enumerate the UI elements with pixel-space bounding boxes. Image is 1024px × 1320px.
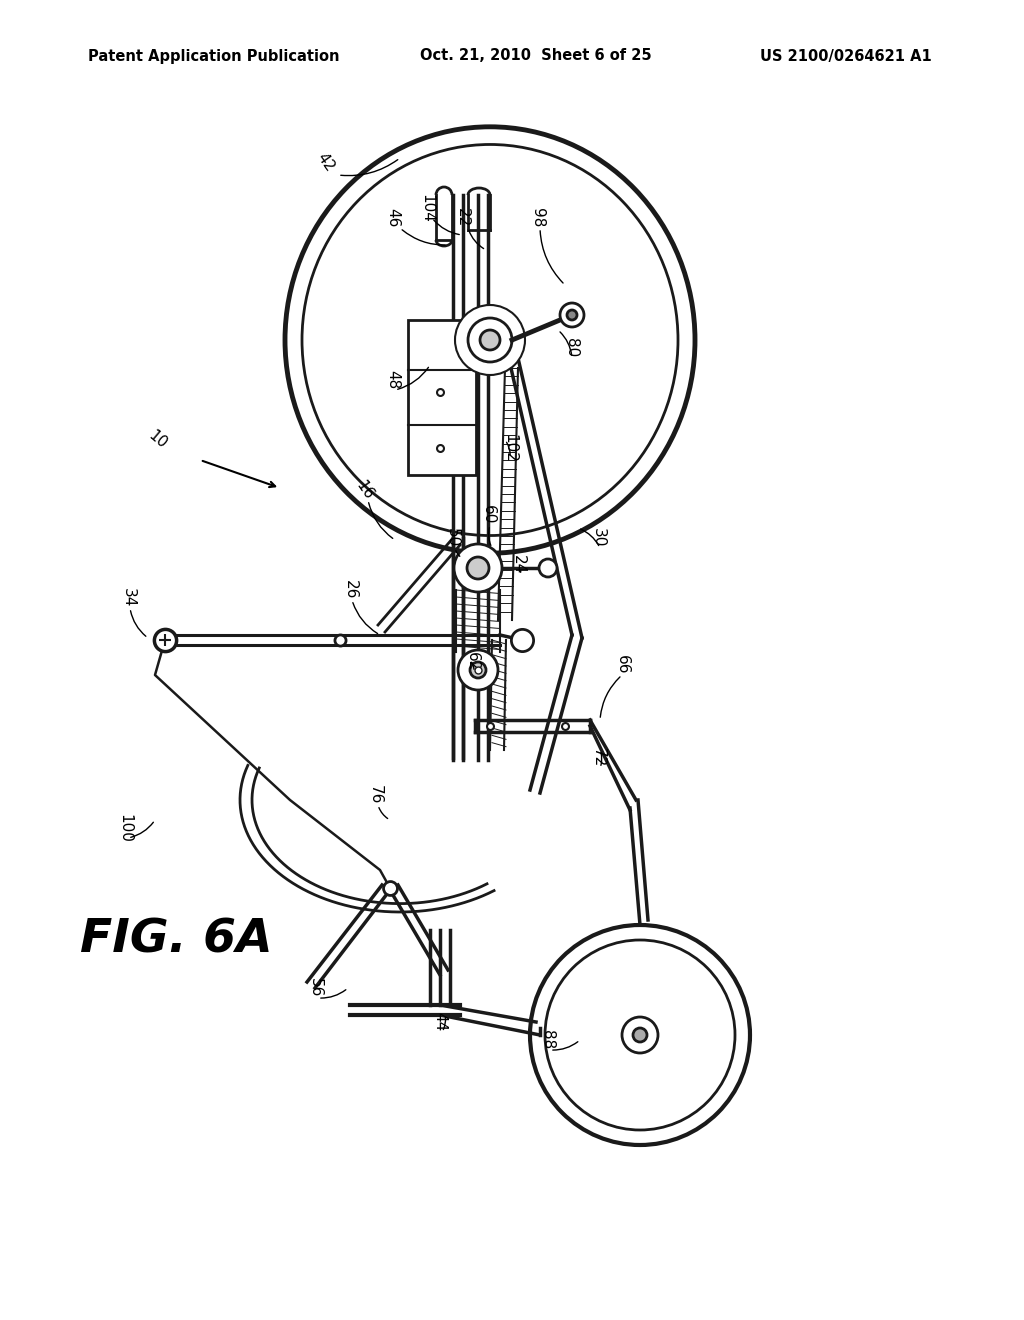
FancyArrowPatch shape (507, 442, 510, 455)
FancyArrowPatch shape (469, 231, 483, 248)
Circle shape (633, 1028, 647, 1041)
Circle shape (539, 558, 557, 577)
FancyArrowPatch shape (581, 529, 599, 545)
Text: 76: 76 (368, 785, 383, 805)
Circle shape (560, 304, 584, 327)
FancyArrowPatch shape (397, 367, 428, 389)
Text: 46: 46 (385, 209, 400, 227)
Text: 104: 104 (420, 194, 434, 223)
Text: 98: 98 (530, 209, 546, 227)
FancyArrowPatch shape (540, 231, 563, 282)
Circle shape (622, 1016, 658, 1053)
Text: 56: 56 (307, 978, 323, 998)
FancyArrowPatch shape (353, 603, 378, 634)
FancyArrowPatch shape (369, 503, 393, 539)
Circle shape (480, 330, 500, 350)
FancyArrowPatch shape (456, 550, 460, 556)
Text: 62: 62 (465, 652, 479, 672)
FancyArrowPatch shape (560, 331, 571, 355)
FancyArrowPatch shape (321, 990, 346, 998)
FancyArrowPatch shape (402, 230, 445, 246)
FancyArrowPatch shape (379, 808, 388, 818)
FancyArrowPatch shape (131, 822, 154, 837)
Text: 30: 30 (591, 528, 605, 548)
Text: 24: 24 (511, 556, 525, 574)
Text: Patent Application Publication: Patent Application Publication (88, 49, 340, 63)
Text: FIG. 6A: FIG. 6A (80, 917, 272, 962)
Text: US 2100/0264621 A1: US 2100/0264621 A1 (760, 49, 932, 63)
Text: 60: 60 (480, 506, 496, 524)
Text: 100: 100 (118, 813, 132, 842)
Text: 26: 26 (342, 581, 357, 599)
Text: 50: 50 (444, 528, 460, 548)
Text: 102: 102 (503, 433, 517, 462)
Text: 88: 88 (541, 1031, 555, 1049)
FancyArrowPatch shape (472, 663, 474, 669)
FancyArrowPatch shape (434, 220, 459, 235)
Text: 16: 16 (353, 478, 377, 502)
Circle shape (458, 649, 498, 690)
Text: 66: 66 (614, 655, 630, 675)
Bar (408, 319, 476, 475)
FancyArrowPatch shape (341, 160, 397, 176)
FancyArrowPatch shape (600, 677, 620, 717)
Circle shape (455, 305, 525, 375)
Text: 22: 22 (455, 209, 469, 227)
Text: 80: 80 (564, 338, 580, 358)
Text: 48: 48 (385, 371, 400, 389)
FancyArrowPatch shape (553, 1041, 578, 1051)
Text: 72: 72 (591, 748, 605, 768)
Text: Oct. 21, 2010  Sheet 6 of 25: Oct. 21, 2010 Sheet 6 of 25 (420, 49, 651, 63)
Text: 34: 34 (121, 589, 135, 607)
Circle shape (454, 544, 502, 591)
FancyArrowPatch shape (130, 611, 145, 636)
Circle shape (468, 318, 512, 362)
Circle shape (567, 310, 577, 319)
Circle shape (467, 557, 489, 579)
FancyArrowPatch shape (443, 1018, 445, 1030)
Text: 42: 42 (313, 149, 337, 174)
Text: 10: 10 (145, 428, 170, 451)
Circle shape (470, 663, 486, 678)
Text: 44: 44 (432, 1012, 447, 1032)
FancyArrowPatch shape (488, 528, 490, 545)
